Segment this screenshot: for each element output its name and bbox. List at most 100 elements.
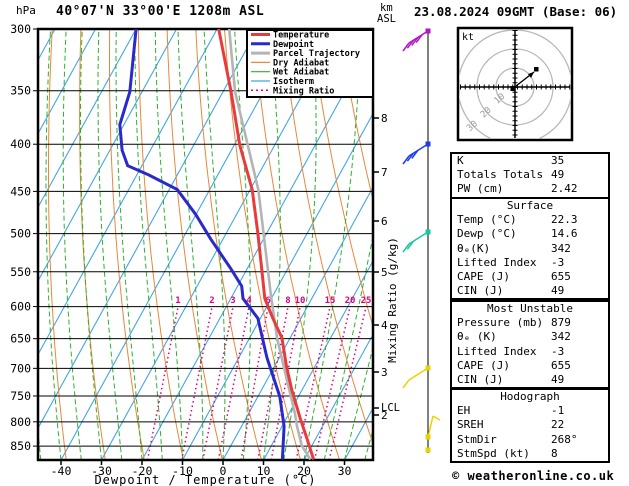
- row-label: StmDir: [457, 432, 497, 446]
- legend-label: Wet Adiabat: [273, 67, 329, 78]
- row-label: Totals Totals: [457, 168, 544, 182]
- km-unit-label: km: [380, 2, 393, 14]
- pressure-tick-label: 550: [10, 265, 31, 279]
- temp-tick-label: -40: [51, 464, 72, 478]
- panel-row: Pressure (mb) 879: [452, 316, 608, 330]
- panel-row: Dewp (°C) 14.6: [452, 227, 608, 241]
- row-label: Pressure (mb): [457, 316, 544, 330]
- panel-header: Most Unstable: [486, 302, 574, 315]
- asl-unit-label: ASL: [377, 13, 396, 25]
- temp-tick-label: 0: [220, 464, 227, 478]
- row-value: 49: [551, 284, 565, 298]
- x-axis-title: Dewpoint / Temperature (°C): [94, 473, 316, 486]
- km-tick-label: 3: [381, 366, 388, 379]
- mixing-ratio-label: 10: [295, 296, 306, 306]
- panel-indices: K 35 Totals Totals 49 PW (cm) 2.42: [450, 152, 610, 199]
- km-tick-label: 8: [381, 112, 388, 125]
- mixing-ratio-label: 20: [345, 296, 356, 306]
- temperature-curve: [217, 28, 316, 460]
- temp-tick-label: 10: [257, 464, 271, 478]
- row-value: 8: [551, 446, 558, 460]
- row-label: Dewp (°C): [457, 227, 517, 241]
- pressure-tick-label: 450: [10, 184, 31, 198]
- km-tick-label: 5: [381, 266, 388, 279]
- row-value: 879: [551, 316, 571, 330]
- row-label: Temp (°C): [457, 213, 517, 227]
- panel-row: CAPE (J) 655: [452, 359, 608, 373]
- row-label: θₑ (K): [457, 330, 497, 344]
- panel-row: K 35: [452, 154, 608, 168]
- legend-label: Isotherm: [273, 77, 314, 87]
- pressure-tick-label: 850: [10, 439, 31, 453]
- panel-row: θₑ(K) 342: [452, 242, 608, 256]
- panel-hodograph: Hodograph EH -1 SREH 22 StmDir 268° StmSpd (kt)…: [450, 388, 610, 463]
- pressure-tick-label: 650: [10, 332, 31, 346]
- legend-label: Dry Adiabat: [273, 57, 329, 68]
- row-label: CAPE (J): [457, 269, 510, 283]
- pressure-unit-label: hPa: [16, 4, 36, 17]
- row-label: K: [457, 154, 464, 167]
- row-value: 22.3: [551, 213, 578, 227]
- pressure-tick-label: 350: [10, 84, 31, 98]
- row-value: -3: [551, 255, 565, 269]
- mixing-ratio-label: 1: [175, 296, 180, 306]
- temp-tick-label: 30: [338, 464, 352, 478]
- pressure-tick-label: 750: [10, 389, 31, 403]
- pressure-tick-label: 500: [10, 227, 31, 241]
- legend-label: Mixing Ratio: [273, 85, 334, 96]
- row-label: Lifted Index: [457, 255, 537, 269]
- row-value: -3: [551, 344, 565, 358]
- panel-row: θₑ (K) 342: [452, 330, 608, 344]
- mixing-ratio-label: 15: [325, 296, 336, 306]
- row-label: PW (cm): [457, 182, 504, 196]
- panel-header: Surface: [506, 199, 554, 212]
- km-tick-label: 6: [381, 215, 388, 228]
- panel-row: Temp (°C) 22.3: [452, 213, 608, 227]
- page-title: 40°07'N 33°00'E 1208m ASL: [56, 4, 265, 19]
- row-label: StmSpd (kt): [457, 446, 530, 460]
- panel-row: SREH 22: [452, 418, 608, 432]
- temp-tick-label: -20: [132, 464, 153, 478]
- km-tick-label: 7: [381, 166, 388, 179]
- row-value: -1: [551, 404, 565, 418]
- legend-label: Dewpoint: [273, 39, 314, 50]
- datetime-label: 23.08.2024 09GMT (Base: 06): [414, 4, 618, 19]
- mixing-axis-title: Mixing Ratio (g/kg): [386, 237, 399, 363]
- panel-surface: Surface Temp (°C) 22.3 Dewp (°C) 14.6 θₑ(K) 34…: [450, 197, 610, 301]
- row-value: 49: [551, 168, 565, 182]
- temp-tick-label: 20: [297, 464, 311, 478]
- row-value: 2.42: [551, 182, 578, 196]
- row-label: EH: [457, 404, 471, 418]
- panel-row: EH -1: [452, 404, 608, 418]
- row-value: 655: [551, 358, 571, 372]
- row-value: 35: [551, 154, 565, 167]
- wind-barb-station: [425, 447, 431, 453]
- mixing-ratio-label: 2: [209, 296, 214, 306]
- pressure-tick-label: 800: [10, 415, 31, 429]
- panel-header: Hodograph: [500, 390, 560, 403]
- row-value: 14.6: [551, 227, 578, 241]
- panel-row: CIN (J) 49: [452, 373, 608, 387]
- panel-row: Lifted Index -3: [452, 256, 608, 270]
- panel-row: StmDir 268°: [452, 433, 608, 447]
- dewpoint-curve: [118, 28, 286, 460]
- row-value: 342: [551, 330, 571, 344]
- km-tick-label: 2: [381, 409, 388, 422]
- hodograph-unit-label: kt: [462, 32, 474, 43]
- mixing-ratio-label: 8: [285, 296, 290, 306]
- panel-row: Totals Totals 49: [452, 168, 608, 182]
- row-label: SREH: [457, 418, 484, 432]
- row-label: CAPE (J): [457, 358, 510, 372]
- panel-most-unstable: Most Unstable Pressure (mb) 879 θₑ (K) 342 Li…: [450, 300, 610, 390]
- pressure-tick-label: 300: [10, 22, 31, 36]
- mixing-ratio-label: 6: [265, 296, 270, 306]
- panel-row: CIN (J) 49: [452, 284, 608, 298]
- km-tick-label: 4: [381, 319, 388, 332]
- mixing-ratio-label: 25: [361, 296, 372, 306]
- mixing-ratio-label: 3: [230, 296, 235, 306]
- row-value: 342: [551, 241, 571, 255]
